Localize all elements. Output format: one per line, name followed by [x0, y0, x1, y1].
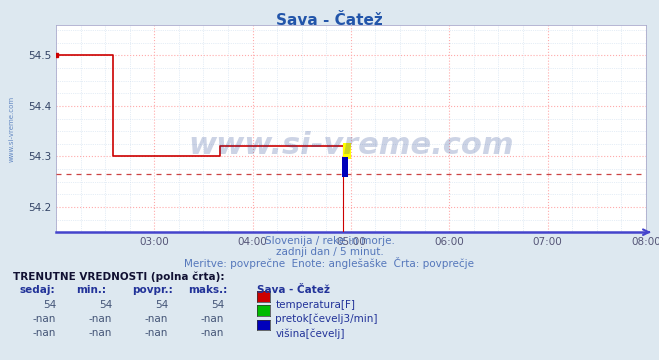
Text: Slovenija / reke in morje.: Slovenija / reke in morje. [264, 236, 395, 246]
Text: www.si-vreme.com: www.si-vreme.com [9, 96, 14, 162]
Text: 54: 54 [155, 300, 168, 310]
Text: 54: 54 [211, 300, 224, 310]
Text: -nan: -nan [201, 314, 224, 324]
Text: 54: 54 [99, 300, 112, 310]
Text: -nan: -nan [145, 328, 168, 338]
Text: -nan: -nan [145, 314, 168, 324]
Text: -nan: -nan [33, 314, 56, 324]
Text: maks.:: maks.: [188, 285, 227, 295]
Bar [343, 143, 351, 159]
Text: TRENUTNE VREDNOSTI (polna črta):: TRENUTNE VREDNOSTI (polna črta): [13, 272, 225, 282]
Text: zadnji dan / 5 minut.: zadnji dan / 5 minut. [275, 247, 384, 257]
Bar [341, 159, 349, 174]
Text: sedaj:: sedaj: [20, 285, 55, 295]
Text: pretok[čevelj3/min]: pretok[čevelj3/min] [275, 314, 378, 324]
Text: -nan: -nan [89, 328, 112, 338]
Text: višina[čevelj]: višina[čevelj] [275, 328, 345, 339]
Text: -nan: -nan [201, 328, 224, 338]
Text: Meritve: povprečne  Enote: anglešaške  Črta: povprečje: Meritve: povprečne Enote: anglešaške Črt… [185, 257, 474, 269]
Text: temperatura[F]: temperatura[F] [275, 300, 355, 310]
Text: Sava - Čatež: Sava - Čatež [257, 285, 330, 295]
Text: www.si-vreme.com: www.si-vreme.com [188, 131, 514, 160]
Text: Sava - Čatež: Sava - Čatež [276, 13, 383, 28]
Text: -nan: -nan [33, 328, 56, 338]
Bar [342, 157, 348, 177]
Text: -nan: -nan [89, 314, 112, 324]
Text: 54: 54 [43, 300, 56, 310]
Text: min.:: min.: [76, 285, 106, 295]
Text: povpr.:: povpr.: [132, 285, 173, 295]
